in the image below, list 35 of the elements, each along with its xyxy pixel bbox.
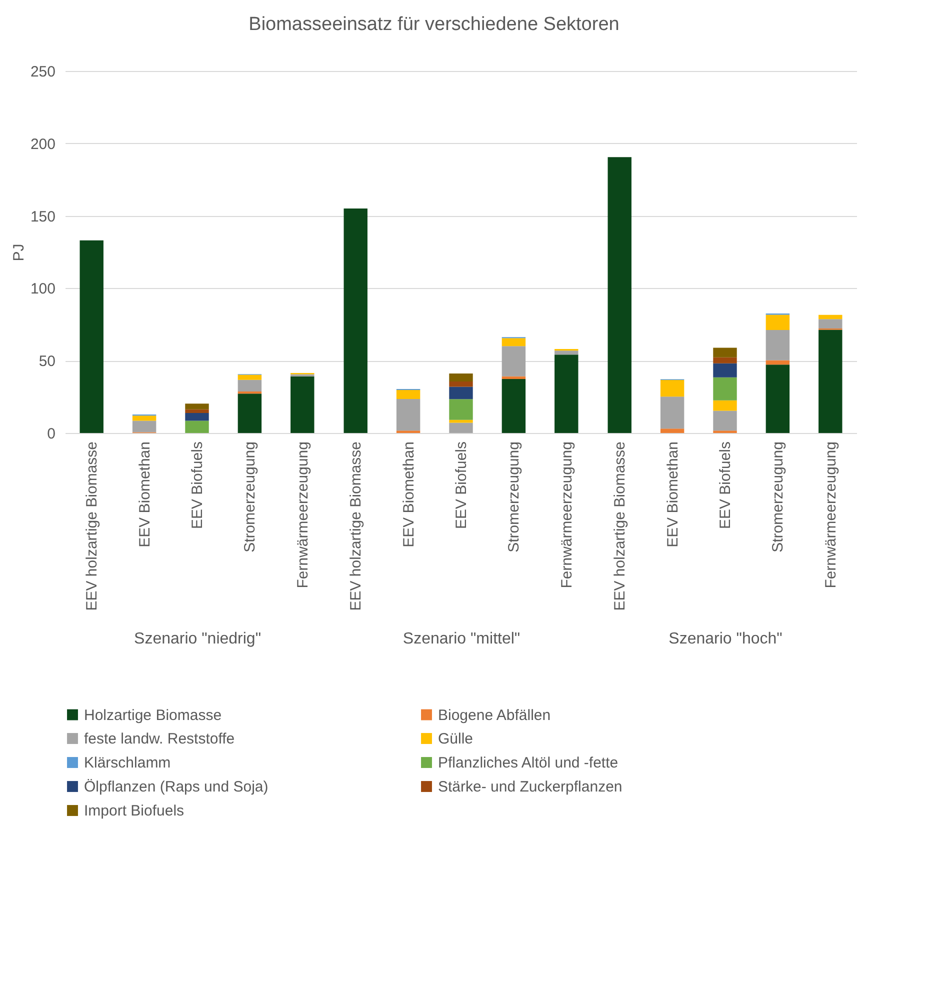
x-tick-label: EEV Biofuels — [717, 442, 734, 530]
y-axis-title: PJ — [10, 244, 28, 262]
x-tick-label: EEV Biofuels — [453, 442, 470, 530]
y-tick-label: 50 — [38, 353, 56, 370]
x-tick-label: Stromerzeugung — [506, 442, 523, 552]
x-tick-label: EEV Biomethan — [664, 442, 682, 548]
x-tick-label: Fernwärmeerzeugung — [558, 442, 576, 588]
y-tick-label: 200 — [30, 136, 56, 153]
y-tick-label: 150 — [30, 208, 56, 226]
y-tick-label: 100 — [30, 280, 56, 298]
y-tick-label: 250 — [30, 64, 56, 80]
legend-label: Klärschlamm — [84, 754, 171, 772]
x-tick-label: EEV Biomethan — [400, 442, 418, 548]
x-tick-label: EEV holzartige Biomasse — [612, 442, 629, 611]
legend-label: Gülle — [438, 730, 474, 748]
x-tick-label: EEV Biofuels — [189, 442, 206, 530]
x-axis-title: Szenario "hoch" — [668, 630, 782, 648]
x-tick-label: EEV Biomethan — [136, 442, 154, 548]
legend-label: Holzartige Biomasse — [84, 706, 222, 724]
legend-label: Stärke- und Zuckerpflanzen — [438, 778, 622, 796]
x-tick-label: Fernwärmeerzeugung — [294, 442, 312, 588]
x-axis-title: Szenario "mittel" — [402, 630, 520, 648]
text: Biomasseeinsatz für verschiedene Sektoren — [248, 14, 620, 35]
x-tick-label: EEV holzartige Biomasse — [348, 442, 365, 611]
legend-label: feste landw. Reststoffe — [84, 730, 235, 748]
x-tick-label: Stromerzeugung — [770, 442, 787, 552]
legend-label: Biogene Abfällen — [438, 706, 551, 724]
legend-label: Import Biofuels — [84, 802, 184, 820]
y-tick-label: 0 — [47, 426, 56, 442]
x-axis-title: Szenario "niedrig" — [134, 630, 261, 648]
x-tick-label: EEV holzartige Biomasse — [84, 442, 101, 611]
legend-label: Pflanzliches Altöl und -fette — [438, 754, 618, 772]
x-tick-label: Fernwärmeerzeugung — [822, 442, 840, 588]
legend-label: Ölpflanzen (Raps und Soja) — [84, 778, 268, 796]
x-tick-label: Stromerzeugung — [242, 442, 259, 552]
